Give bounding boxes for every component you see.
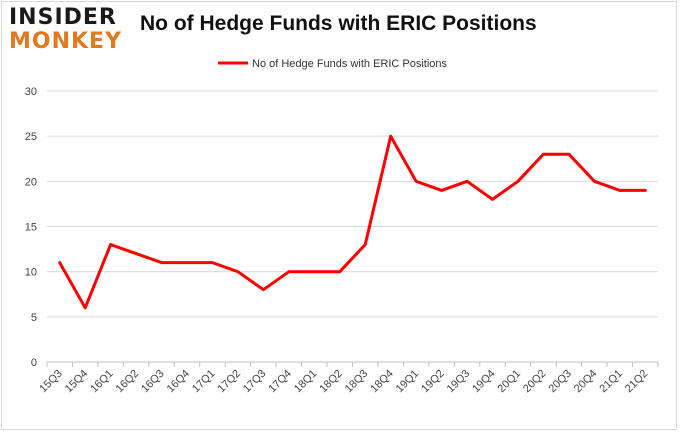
data-point-18Q3 xyxy=(364,243,367,246)
data-point-18Q2 xyxy=(338,270,341,273)
data-point-20Q1 xyxy=(516,180,520,183)
data-point-17Q3 xyxy=(262,288,265,291)
data-point-16Q2 xyxy=(134,252,138,255)
data-point-19Q3 xyxy=(465,180,469,183)
x-tick-label-16Q2: 16Q2 xyxy=(114,368,142,396)
x-tick-label-15Q3: 15Q3 xyxy=(37,368,65,396)
x-tick-label-20Q1: 20Q1 xyxy=(496,368,524,396)
data-point-19Q2 xyxy=(440,189,443,192)
x-tick-label-17Q2: 17Q2 xyxy=(216,368,244,396)
y-tick-label-0: 0 xyxy=(31,357,37,369)
data-point-21Q2 xyxy=(644,189,647,192)
series-line-0 xyxy=(58,134,647,310)
data-point-21Q1 xyxy=(618,189,622,192)
x-tick-label-18Q1: 18Q1 xyxy=(292,368,320,396)
data-point-19Q4 xyxy=(491,198,494,201)
x-tick-label-18Q3: 18Q3 xyxy=(343,368,371,396)
data-point-20Q4 xyxy=(593,180,596,183)
insider-monkey-logo: INSIDER MONKEY xyxy=(9,6,127,54)
chart-title: No of Hedge Funds with ERIC Positions xyxy=(140,12,537,35)
x-tick-label-18Q2: 18Q2 xyxy=(317,368,345,396)
x-tick-label-21Q1: 21Q1 xyxy=(597,368,625,396)
data-point-16Q1 xyxy=(109,243,112,246)
x-tick-label-19Q4: 19Q4 xyxy=(470,368,498,396)
x-tick-label-16Q3: 16Q3 xyxy=(139,368,167,396)
x-tick-label-16Q1: 16Q1 xyxy=(88,368,116,396)
y-tick-label-20: 20 xyxy=(25,176,37,188)
x-tick-label-17Q1: 17Q1 xyxy=(190,368,218,396)
y-tick-label-10: 10 xyxy=(25,267,37,279)
data-point-18Q1 xyxy=(313,270,316,273)
x-tick-label-20Q2: 20Q2 xyxy=(521,368,549,396)
x-tick-label-21Q2: 21Q2 xyxy=(623,368,651,396)
data-point-17Q4 xyxy=(287,270,291,273)
data-point-15Q3 xyxy=(58,261,61,264)
y-tick-label-5: 5 xyxy=(31,312,37,324)
data-point-16Q3 xyxy=(160,261,163,264)
data-point-17Q2 xyxy=(236,270,240,273)
x-tick-label-20Q3: 20Q3 xyxy=(546,368,574,396)
data-point-20Q2 xyxy=(542,153,545,156)
legend-label: No of Hedge Funds with ERIC Positions xyxy=(252,58,448,70)
x-tick-label-19Q3: 19Q3 xyxy=(445,368,473,396)
data-point-19Q1 xyxy=(414,180,418,183)
x-tick-label-20Q4: 20Q4 xyxy=(572,368,600,396)
data-point-16Q4 xyxy=(185,261,189,264)
x-tick-label-19Q2: 19Q2 xyxy=(419,368,447,396)
data-point-17Q1 xyxy=(211,261,214,264)
x-tick-label-17Q3: 17Q3 xyxy=(241,368,269,396)
y-tick-label-15: 15 xyxy=(25,222,37,234)
x-tick-label-15Q4: 15Q4 xyxy=(63,368,91,396)
data-point-20Q3 xyxy=(567,153,571,156)
x-tick-label-18Q4: 18Q4 xyxy=(368,368,396,396)
logo-text-bottom: MONKEY xyxy=(9,29,123,54)
y-tick-label-25: 25 xyxy=(25,131,37,143)
x-tick-label-19Q1: 19Q1 xyxy=(394,368,422,396)
logo-text-top: INSIDER xyxy=(9,5,117,30)
y-tick-label-30: 30 xyxy=(25,86,37,98)
x-tick-label-17Q4: 17Q4 xyxy=(266,368,294,396)
data-point-15Q4 xyxy=(83,306,87,309)
x-tick-label-16Q4: 16Q4 xyxy=(165,368,193,396)
data-point-18Q4 xyxy=(389,134,392,138)
